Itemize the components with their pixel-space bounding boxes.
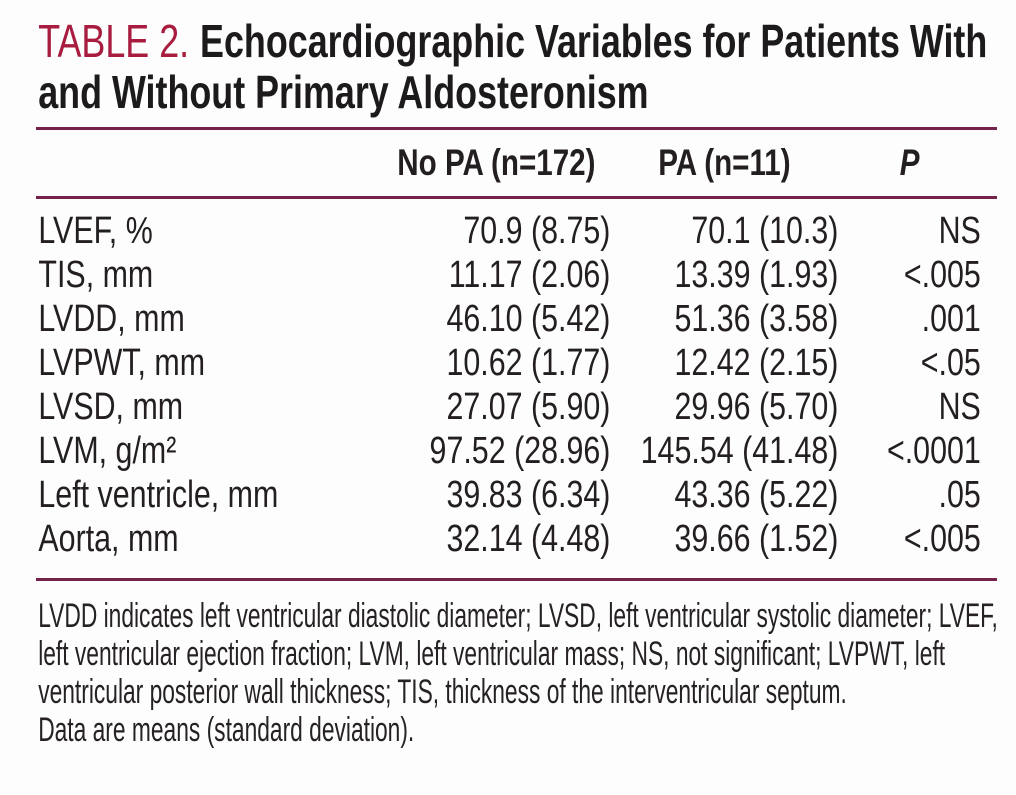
cell-no-pa: 32.14 (4.48): [446, 518, 611, 560]
table-title-text: Echocardiographic Variables for Patients…: [38, 15, 988, 118]
cell-pa: 145.54 (41.48): [640, 430, 839, 472]
table-row: LVDD, mm 46.10 (5.42) 51.36 (3.58) .001: [0, 297, 1016, 341]
footnote-text-wrap: LVDD indicates left ventricular diastoli…: [0, 597, 1016, 749]
footnote-abbreviations: LVDD indicates left ventricular diastoli…: [38, 597, 998, 711]
table-row: LVEF, % 70.9 (8.75) 70.1 (10.3) NS: [0, 209, 1016, 253]
cell-p-value: NS: [938, 386, 981, 428]
cell-pa: 39.66 (1.52): [674, 518, 839, 560]
cell-no-pa: 46.10 (5.42): [446, 298, 611, 340]
cell-no-pa: 97.52 (28.96): [429, 430, 611, 472]
footnote-data-note: Data are means (standard deviation).: [38, 711, 415, 749]
page-root: TABLE 2. Echocardiographic Variables for …: [0, 16, 1016, 749]
table-row: Aorta, mm 32.14 (4.48) 39.66 (1.52) <.00…: [0, 517, 1016, 561]
cell-no-pa: 39.83 (6.34): [446, 474, 611, 516]
table-body-block: LVEF, % 70.9 (8.75) 70.1 (10.3) NS TIS, …: [0, 199, 1016, 578]
header-no-pa: No PA (n=172): [397, 142, 596, 183]
header-p-value: P: [899, 142, 920, 183]
header-bottom-rule: [36, 196, 997, 199]
title-block: TABLE 2. Echocardiographic Variables for …: [0, 16, 1014, 118]
table-block: No PA (n=172) PA (n=11) P: [0, 130, 1016, 196]
row-variable: LVPWT, mm: [38, 342, 206, 384]
cell-no-pa: 27.07 (5.90): [446, 386, 611, 428]
footnote-block: LVDD indicates left ventricular diastoli…: [0, 597, 1016, 749]
table-row: LVPWT, mm 10.62 (1.77) 12.42 (2.15) <.05: [0, 341, 1016, 385]
header-pa: PA (n=11): [658, 142, 791, 183]
cell-pa: 70.1 (10.3): [691, 210, 839, 252]
cell-p-value: <.0001: [886, 430, 981, 472]
table-title: TABLE 2. Echocardiographic Variables for …: [0, 16, 998, 118]
table-row: LVSD, mm 27.07 (5.90) 29.96 (5.70) NS: [0, 385, 1016, 429]
table-header-row: No PA (n=172) PA (n=11) P: [0, 130, 1016, 196]
row-variable: LVEF, %: [38, 210, 153, 252]
cell-p-value: <.005: [903, 254, 981, 296]
cell-no-pa: 11.17 (2.06): [448, 254, 611, 296]
row-variable: TIS, mm: [38, 254, 154, 296]
cell-p-value: <.005: [903, 518, 981, 560]
table-row: Left ventricle, mm 39.83 (6.34) 43.36 (5…: [0, 473, 1016, 517]
cell-pa: 29.96 (5.70): [674, 386, 839, 428]
cell-p-value: .05: [938, 474, 981, 516]
row-variable: LVDD, mm: [38, 298, 185, 340]
cell-pa: 13.39 (1.93): [674, 254, 839, 296]
table-top-rule: [36, 127, 997, 130]
cell-pa: 51.36 (3.58): [674, 298, 839, 340]
table-bottom-rule: [36, 578, 997, 581]
row-variable: Left ventricle, mm: [38, 474, 279, 516]
cell-pa: 12.42 (2.15): [674, 342, 839, 384]
cell-p-value: <.05: [920, 342, 981, 384]
row-variable: LVM, g/m²: [38, 430, 177, 472]
table-body: LVEF, % 70.9 (8.75) 70.1 (10.3) NS TIS, …: [0, 199, 1016, 578]
cell-no-pa: 10.62 (1.77): [446, 342, 611, 384]
cell-no-pa: 70.9 (8.75): [463, 210, 611, 252]
cell-pa: 43.36 (5.22): [674, 474, 839, 516]
row-variable: LVSD, mm: [38, 386, 184, 428]
table-number-label: TABLE 2.: [38, 15, 190, 67]
row-variable: Aorta, mm: [38, 518, 179, 560]
cell-p-value: .001: [921, 298, 981, 340]
cell-p-value: NS: [938, 210, 981, 252]
table-row: TIS, mm 11.17 (2.06) 13.39 (1.93) <.005: [0, 253, 1016, 297]
table-row: LVM, g/m² 97.52 (28.96) 145.54 (41.48) <…: [0, 429, 1016, 473]
